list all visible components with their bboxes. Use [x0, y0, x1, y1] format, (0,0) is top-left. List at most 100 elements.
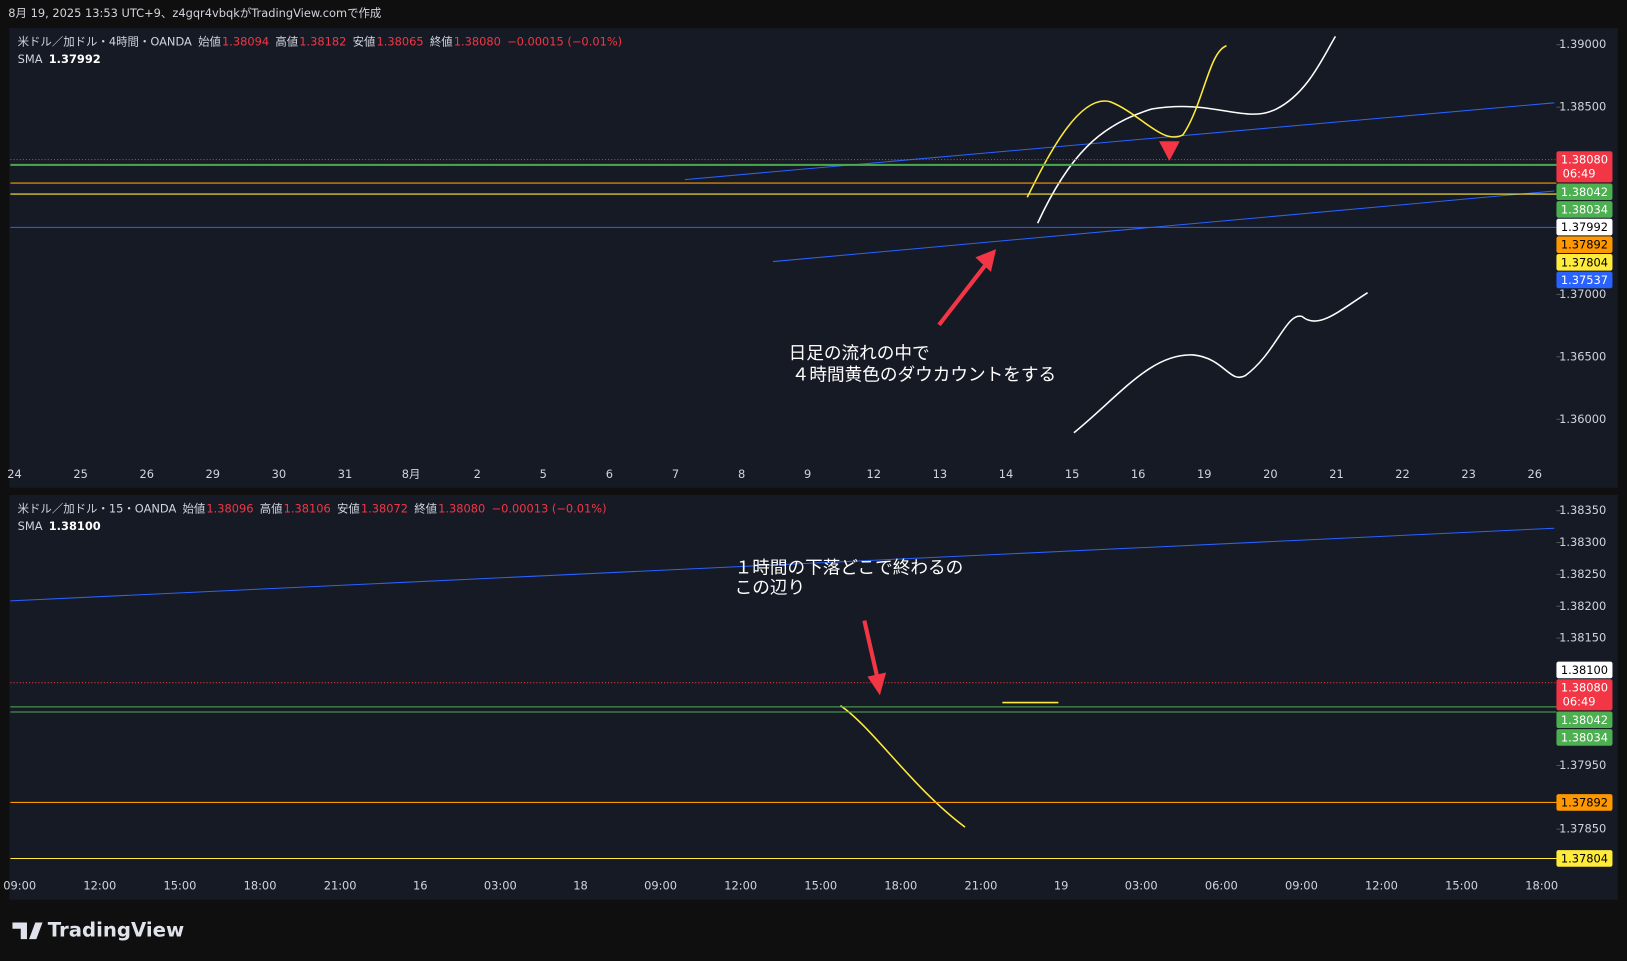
ohlc-label: 始値: [198, 34, 221, 48]
x-tick-label: 19: [1054, 879, 1069, 893]
x-tick-label: 15:00: [804, 879, 837, 893]
ohlc-value: 1.38182: [299, 34, 346, 48]
ohlc-label: 安値: [337, 501, 360, 515]
x-tick-label: 20: [1263, 467, 1278, 481]
tradingview-logo: TradingView: [12, 918, 184, 941]
x-tick-label: 18:00: [884, 879, 917, 893]
ohlc-label: 高値: [260, 501, 283, 515]
y-tick-label: 1.36000: [1559, 412, 1606, 426]
x-tick-label: 09:00: [3, 879, 36, 893]
y-tick-label: 1.37000: [1559, 287, 1606, 301]
x-tick-label: 18: [573, 879, 588, 893]
x-tick-label: 25: [73, 467, 88, 481]
x-tick-label: 16: [413, 879, 428, 893]
price-label: 1.37892: [1561, 238, 1608, 252]
price-label: 1.37892: [1561, 795, 1608, 809]
ohlc-value: 1.38106: [284, 501, 331, 515]
price-label-bg: [1556, 183, 1613, 201]
price-label: 1.38080: [1561, 681, 1608, 695]
x-tick-label: 29: [206, 467, 221, 481]
ohlc-label: 安値: [353, 34, 376, 48]
x-tick-label: 12:00: [724, 879, 757, 893]
x-tick-label: 6: [606, 467, 613, 481]
x-tick-label: 09:00: [644, 879, 677, 893]
ohlc-label: 始値: [183, 501, 206, 515]
annotation: １時間の下落どこで終わるの: [735, 558, 964, 579]
annotation: ４時間黄色のダウカウントをする: [792, 365, 1056, 386]
price-label: 1.37804: [1561, 851, 1608, 865]
ohlc-value: 1.38080: [438, 501, 485, 515]
y-tick-label: 1.38200: [1559, 599, 1606, 613]
x-tick-label: 12: [867, 467, 882, 481]
y-tick-label: 1.36500: [1559, 349, 1606, 363]
ohlc-label: 終値: [430, 34, 453, 48]
x-tick-label: 31: [338, 467, 353, 481]
x-tick-label: 9: [804, 467, 811, 481]
header-title: 8月 19, 2025 13:53 UTC+9、z4gqr4vbqkがTradi…: [8, 6, 381, 20]
price-label: 1.37537: [1561, 273, 1608, 287]
price-label: 1.38042: [1561, 185, 1608, 199]
price-label-bg: [1556, 661, 1613, 679]
x-tick-label: 12:00: [83, 879, 116, 893]
y-tick-label: 1.39000: [1559, 37, 1606, 51]
price-label-bg: [1556, 729, 1613, 746]
ohlc-label: 終値: [414, 501, 437, 515]
x-tick-label: 14: [999, 467, 1014, 481]
x-tick-label: 03:00: [1125, 879, 1158, 893]
price-change: −0.00013 (−0.01%): [492, 501, 607, 515]
price-label-bg: [1556, 201, 1613, 218]
x-tick-label: 16: [1131, 467, 1146, 481]
x-tick-label: 21:00: [965, 879, 998, 893]
price-label: 1.37992: [1561, 220, 1608, 234]
annotation: 日足の流れの中で: [789, 343, 930, 364]
y-tick-label: 1.37950: [1559, 758, 1606, 772]
ohlc-value: 1.38065: [376, 34, 423, 48]
ohlc-value: 1.38072: [361, 501, 408, 515]
x-tick-label: 15: [1065, 467, 1080, 481]
price-change: −0.00015 (−0.01%): [507, 34, 622, 48]
price-label: 1.38042: [1561, 713, 1608, 727]
symbol-info: 米ドル／加ドル・15・OANDA 始値1.38096 高値1.38106 安値1.38…: [18, 501, 607, 515]
x-tick-label: 7: [672, 467, 679, 481]
symbol: 米ドル／加ドル・4時間・OANDA: [18, 34, 192, 48]
x-tick-label: 30: [272, 467, 287, 481]
x-tick-label: 22: [1395, 467, 1410, 481]
price-label-bg: [1556, 151, 1613, 183]
x-tick-label: 2: [474, 467, 481, 481]
y-tick-label: 1.38350: [1559, 503, 1606, 517]
price-label-bg: [1556, 794, 1613, 811]
indicator-name: SMA: [18, 52, 43, 66]
x-tick-label: 24: [7, 467, 22, 481]
drawings: [10, 35, 1555, 828]
panel-bg: [9, 495, 1618, 900]
symbol-info: 米ドル／加ドル・4時間・OANDA 始値1.38094 高値1.38182 安値1.3…: [18, 34, 622, 48]
x-tick-label: 15:00: [163, 879, 196, 893]
price-label: 1.38080: [1561, 153, 1608, 167]
price-label: 1.38034: [1561, 730, 1608, 744]
x-tick-label: 26: [139, 467, 154, 481]
x-tick-label: 8: [738, 467, 745, 481]
x-tick-label: 15:00: [1445, 879, 1478, 893]
y-tick-label: 1.37850: [1559, 822, 1606, 836]
indicator-value: 1.38100: [49, 519, 101, 533]
price-label-bg: [1556, 679, 1613, 711]
x-tick-label: 8月: [402, 467, 421, 481]
x-tick-label: 13: [933, 467, 948, 481]
x-tick-label: 18:00: [244, 879, 277, 893]
x-tick-label: 03:00: [484, 879, 517, 893]
price-label-bg: [1556, 218, 1613, 236]
x-tick-label: 06:00: [1205, 879, 1238, 893]
ohlc-value: 1.38096: [206, 501, 253, 515]
price-label: 1.38100: [1561, 663, 1608, 677]
indicator-info: SMA 1.37992: [18, 52, 101, 66]
y-tick-label: 1.38300: [1559, 535, 1606, 549]
indicator-info: SMA 1.38100: [18, 519, 101, 533]
x-tick-label: 12:00: [1365, 879, 1398, 893]
x-tick-label: 18:00: [1525, 879, 1558, 893]
indicator-value: 1.37992: [49, 52, 101, 66]
price-label-bg: [1556, 711, 1613, 729]
x-tick-label: 09:00: [1285, 879, 1318, 893]
ohlc-value: 1.38094: [222, 34, 269, 48]
brand: TradingView: [48, 918, 184, 941]
